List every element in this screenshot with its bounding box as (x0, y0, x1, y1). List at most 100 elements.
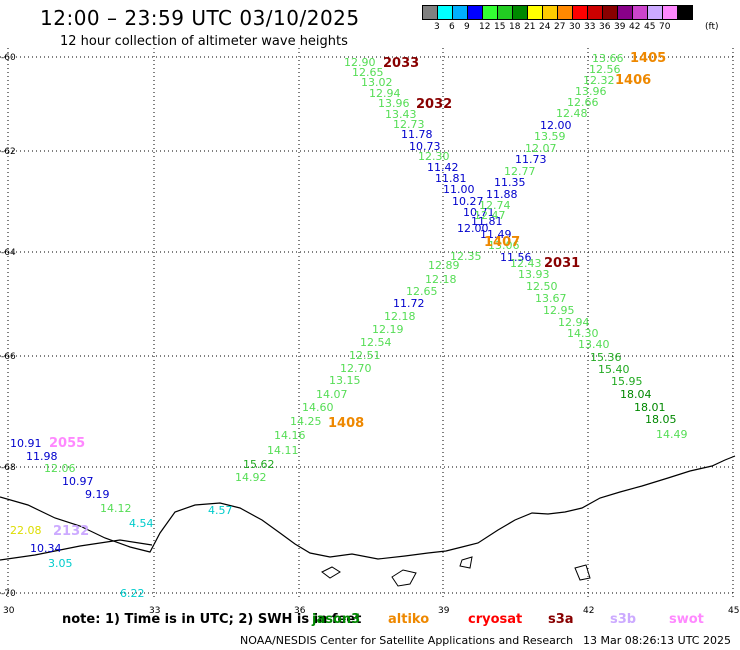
longitude-label: 36 (294, 606, 306, 616)
wave-height-label: 12.18 (425, 273, 457, 286)
longitude-label: 42 (583, 606, 594, 616)
wave-height-label: 12.94 (369, 87, 401, 100)
wave-height-label: 14.07 (316, 388, 348, 401)
wave-height-label: 13.59 (534, 130, 566, 143)
wave-height-label: 13.02 (361, 76, 393, 89)
wave-height-label: 22.08 (10, 524, 42, 537)
wave-height-label: 15.40 (598, 363, 630, 376)
footer-credit: NOAA/NESDIS Center for Satellite Applica… (240, 634, 574, 647)
wave-height-label: 13.43 (385, 108, 417, 121)
track-id-label: 1408 (328, 416, 364, 431)
latitude-label: -70 (1, 589, 16, 599)
wave-height-label: 13.96 (378, 97, 410, 110)
wave-height-label: 11.88 (486, 188, 518, 201)
scale-label: 12 (479, 22, 491, 32)
scale-label: 33 (584, 22, 596, 32)
track-id-label: 2055 (49, 436, 85, 451)
wave-height-label: 14.16 (274, 429, 306, 442)
wave-height-label: 3.05 (48, 557, 73, 570)
wave-height-label: 4.57 (208, 504, 233, 517)
wave-height-label: 12.07 (525, 142, 557, 155)
wave-height-label: 10.73 (409, 140, 441, 153)
scale-label: 3 (434, 22, 440, 32)
wave-height-label: 13.93 (518, 268, 550, 281)
longitude-labels: 30 33 36 39 42 45 (3, 606, 739, 616)
wave-height-label: 12.19 (372, 323, 404, 336)
color-scale (422, 5, 693, 20)
wave-height-label: 11.56 (500, 251, 532, 264)
wave-height-label: 12.65 (352, 66, 384, 79)
latitude-labels: -60 -62 -64 -66 -68 -70 (1, 53, 16, 599)
longitude-label: 30 (3, 606, 15, 616)
island-outline (574, 564, 591, 581)
wave-height-label: 14.30 (567, 327, 599, 340)
wave-height-label: 11.81 (471, 215, 503, 228)
wave-height-label: 6.22 (120, 587, 145, 600)
scale-label: 24 (539, 22, 551, 32)
wave-height-label: 14.49 (656, 428, 688, 441)
wave-height-label: 11.81 (435, 172, 467, 185)
wave-height-label: 14.25 (290, 415, 322, 428)
footer-note: note: 1) Time is in UTC; 2) SWH is in fe… (62, 612, 362, 627)
scale-swatch (677, 5, 693, 20)
scale-label: 36 (599, 22, 611, 32)
wave-height-label: 13.15 (329, 374, 361, 387)
wave-height-label: 14.60 (302, 401, 334, 414)
island-outline (391, 569, 417, 587)
latitude-label: -64 (1, 248, 16, 258)
satellite-legend-jason3: jason3 (312, 612, 361, 627)
wave-height-label: 12.94 (558, 316, 590, 329)
wave-height-label: 12.77 (504, 165, 536, 178)
wave-height-label: 13.06 (488, 239, 520, 252)
track-id-label: 2032 (416, 97, 452, 112)
page-title: 12:00 – 23:59 UTC 03/10/2025 (40, 6, 360, 30)
wave-height-label: 13.40 (578, 338, 610, 351)
latitude-label: -68 (1, 463, 16, 473)
wave-height-label: 11.35 (494, 176, 526, 189)
wave-height-label: 11.78 (401, 128, 433, 141)
antarctic-coastline (0, 455, 736, 560)
wave-height-label: 12.95 (543, 304, 575, 317)
color-scale-labels: 3 6 9 12 15 18 21 24 27 30 33 36 39 42 45 70 (ft) (422, 22, 740, 34)
wave-height-label: 12.54 (360, 336, 392, 349)
wave-height-label: 10.71 (463, 206, 495, 219)
wave-height-label: 9.19 (85, 488, 110, 501)
wave-height-label: 12.30 (418, 150, 450, 163)
satellite-legend-altiko: altiko (388, 612, 430, 627)
track-id-label: 1407 (484, 235, 520, 250)
track-id-label: 2033 (383, 56, 419, 71)
island-outline (321, 566, 341, 579)
track-id-label: 1406 (615, 73, 651, 88)
wave-height-label: 12.00 (457, 222, 489, 235)
wave-height-label: 4.54 (129, 517, 154, 530)
wave-height-label: 10.91 (10, 437, 42, 450)
latitude-label: -66 (1, 352, 16, 362)
satellite-legend-swot: swot (669, 612, 704, 627)
scale-label: 27 (554, 22, 566, 32)
coastline-west (0, 539, 153, 561)
satellite-legend-s3a: s3a (548, 612, 574, 627)
wave-height-label: 12.47 (474, 209, 506, 222)
wave-height-label: 11.00 (443, 183, 475, 196)
wave-height-label: 12.70 (340, 362, 372, 375)
wave-height-label: 14.12 (100, 502, 132, 515)
satellite-legend-s3b: s3b (610, 612, 637, 627)
scale-label: 18 (509, 22, 521, 32)
wave-height-label: 12.00 (540, 119, 572, 132)
wave-height-label: 12.50 (526, 280, 558, 293)
scale-label: 15 (494, 22, 506, 32)
track-id-label: 1405 (630, 51, 666, 66)
scale-label: 6 (449, 22, 455, 32)
wave-height-label: 12.51 (349, 349, 381, 362)
wave-height-label: 15.62 (243, 458, 275, 471)
coastline (0, 455, 736, 587)
wave-height-label: 11.49 (480, 228, 512, 241)
page-subtitle: 12 hour collection of altimeter wave hei… (60, 34, 348, 49)
wave-height-label: 15.95 (611, 375, 643, 388)
wave-height-label: 12.66 (567, 96, 599, 109)
wave-height-label: 12.56 (589, 63, 621, 76)
map-grid (0, 48, 735, 600)
longitude-label: 39 (438, 606, 450, 616)
scale-label: 21 (524, 22, 536, 32)
